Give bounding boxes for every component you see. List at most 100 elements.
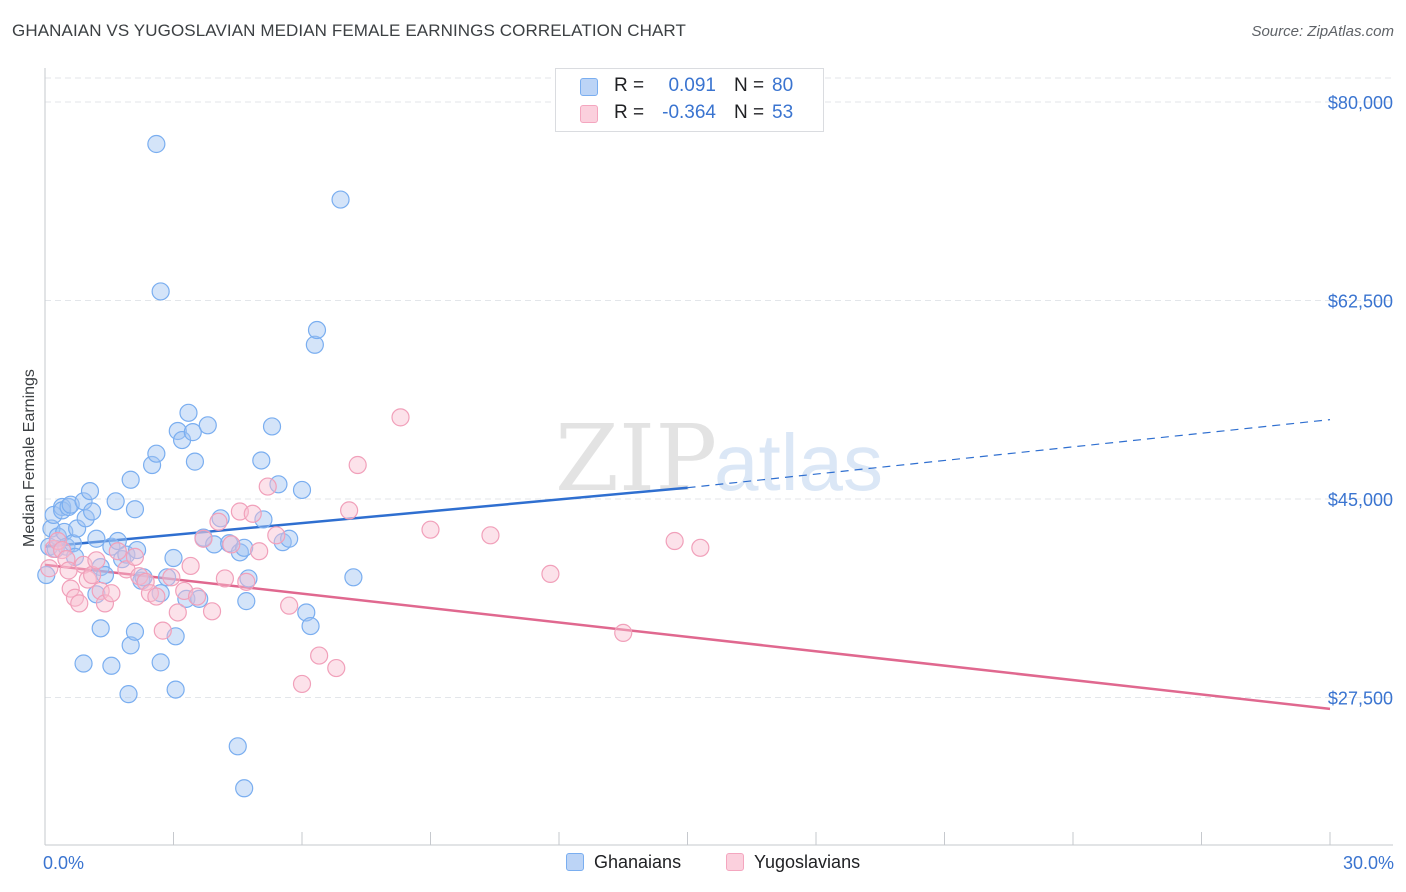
tick-labels: $80,000 $62,500 $45,000 $27,500 0.0% 30.0% [43, 93, 1394, 873]
data-point [108, 531, 127, 551]
legend-swatch-yugoslavians [580, 105, 598, 123]
data-point [541, 564, 560, 584]
watermark-atlas: atlas [714, 418, 883, 507]
data-point [181, 556, 200, 576]
data-point [147, 134, 166, 154]
data-point [125, 547, 145, 566]
data-point [95, 594, 115, 613]
chart-title: GHANAIAN VS YUGOSLAVIAN MEDIAN FEMALE EA… [12, 21, 686, 40]
legend-label-yugoslavians: Yugoslavians [754, 852, 861, 872]
legend-r-value: 0.091 [668, 75, 716, 96]
data-point [80, 481, 100, 501]
data-point [48, 531, 67, 551]
data-point [106, 492, 125, 511]
data-point [202, 602, 222, 621]
data-point [258, 477, 277, 496]
data-point [327, 658, 346, 678]
data-point [481, 526, 500, 545]
data-point [185, 452, 205, 471]
data-point [237, 592, 256, 611]
trendline-yugoslavians [44, 563, 1331, 711]
data-point [250, 542, 269, 561]
data-point [187, 587, 207, 606]
data-point [235, 779, 254, 798]
y-tick-label: $62,500 [1328, 292, 1393, 312]
data-point [194, 529, 213, 548]
data-point [344, 568, 363, 587]
data-point [340, 501, 359, 520]
legend-item-ghanaians[interactable]: Ghanaians [566, 852, 681, 873]
legend-r-value: -0.364 [662, 102, 716, 123]
legend-swatch-yugoslavians [726, 853, 744, 871]
y-tick-label: $45,000 [1328, 490, 1393, 510]
legend-r-label: R = [614, 102, 645, 123]
data-point [331, 190, 350, 209]
data-point [166, 680, 185, 699]
data-point [421, 520, 440, 539]
legend-swatch-ghanaians [580, 78, 598, 96]
legend-r-label: R = [614, 75, 645, 96]
data-point [209, 512, 228, 531]
data-point [665, 531, 684, 551]
data-point [63, 534, 82, 553]
data-point [83, 565, 102, 585]
data-point [215, 569, 234, 588]
data-point [614, 623, 633, 642]
data-point [74, 654, 93, 673]
data-point [91, 619, 110, 638]
data-point [168, 421, 187, 441]
series-yugoslavians [40, 408, 710, 694]
data-point [142, 455, 162, 475]
trendline-ghanaians [44, 486, 688, 548]
data-point [391, 408, 410, 427]
legend-n-value: 53 [772, 102, 794, 123]
axes [44, 68, 1393, 846]
y-tick-label: $80,000 [1328, 93, 1393, 113]
legend-item-yugoslavians[interactable]: Yugoslavians [726, 852, 860, 873]
data-point [179, 403, 198, 422]
data-point [125, 622, 145, 641]
data-point [57, 550, 76, 569]
data-point [162, 568, 181, 587]
data-point [280, 596, 299, 615]
data-point [252, 451, 271, 470]
data-point [147, 587, 166, 606]
correlation-legend: R = 0.091 N = 80 R = -0.364 N = 53 [555, 68, 824, 132]
data-point [87, 529, 106, 548]
data-point [151, 653, 170, 672]
legend-label-ghanaians: Ghanaians [594, 852, 682, 872]
data-point [61, 579, 80, 598]
data-point [228, 737, 247, 756]
data-point [307, 320, 327, 340]
data-point [168, 603, 187, 622]
data-point [262, 417, 282, 436]
data-point [267, 526, 286, 545]
data-point [87, 551, 106, 570]
data-point [237, 572, 256, 591]
data-point [310, 646, 329, 665]
data-point [305, 335, 324, 354]
x-tick-label: 0.0% [43, 853, 84, 873]
data-point [119, 685, 138, 704]
data-point [121, 470, 140, 489]
data-point [243, 504, 262, 523]
data-point [183, 423, 202, 442]
data-point [125, 500, 145, 519]
chart-source: Source: ZipAtlas.com [1251, 23, 1394, 40]
watermark: ZIP atlas [555, 405, 883, 512]
data-point [108, 542, 127, 561]
y-tick-label: $27,500 [1328, 689, 1393, 709]
legend-n-value: 80 [772, 75, 794, 96]
x-tick-label: 30.0% [1343, 853, 1394, 873]
data-point [121, 636, 140, 655]
data-point [40, 559, 59, 578]
data-point [151, 282, 170, 301]
watermark-zip: ZIP [555, 405, 717, 512]
data-point [102, 656, 121, 675]
data-point [292, 480, 312, 500]
data-points [37, 134, 710, 798]
data-point [157, 568, 177, 587]
data-point [190, 589, 209, 608]
data-point [83, 502, 102, 521]
data-point [147, 444, 166, 463]
